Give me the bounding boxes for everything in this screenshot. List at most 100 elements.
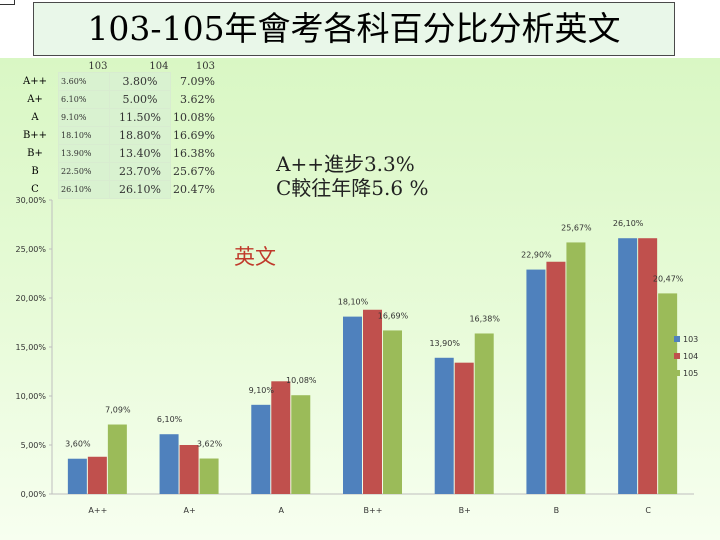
cell-104: 11.50% <box>109 108 171 127</box>
row-label: B+ <box>27 148 43 159</box>
bar <box>434 357 454 494</box>
data-label: 25,67% <box>561 223 592 232</box>
cell-104: 3.80% <box>109 72 171 91</box>
data-label: 22,90% <box>521 251 552 260</box>
legend-swatch <box>674 336 680 342</box>
table-row: A++ 3.60% 3.80% 7.09% <box>12 72 217 91</box>
cell-104: 5.00% <box>109 90 171 109</box>
bar <box>159 434 179 494</box>
table-header-3: 103 <box>195 60 215 72</box>
note-line-decline: C較往年降5.6 % <box>276 176 429 200</box>
data-table: 103 104 103 A++ 3.60% 3.80% 7.09% A+ 6.1… <box>12 60 217 199</box>
data-label: 7,09% <box>105 406 131 415</box>
bar <box>271 381 291 494</box>
cell-105: 16.38% <box>169 144 217 163</box>
data-label: 3,62% <box>197 440 223 449</box>
data-label: 3,60% <box>65 440 91 449</box>
x-tick-label: A+ <box>183 506 195 515</box>
cell-103: 13.90% <box>58 144 110 163</box>
legend-label: 103 <box>683 335 698 344</box>
page-title: 103-105年會考各科百分比分析英文 <box>87 9 621 48</box>
row-label: B++ <box>22 130 48 141</box>
data-label: 26,10% <box>613 219 644 228</box>
row-label: A <box>31 112 39 123</box>
legend-label: 104 <box>683 352 698 361</box>
row-label: C <box>31 184 39 195</box>
cell-104: 26.10% <box>109 180 171 199</box>
table-row: A 9.10% 11.50% 10.08% <box>12 108 217 127</box>
cell-103: 9.10% <box>58 108 110 127</box>
x-tick-label: B++ <box>364 506 383 515</box>
data-label: 6,10% <box>157 415 183 424</box>
cell-105: 20.47% <box>169 180 217 199</box>
bar <box>67 458 87 494</box>
y-tick-label: 5,00% <box>21 441 47 450</box>
x-tick-label: A <box>279 506 285 515</box>
bar <box>179 445 199 494</box>
y-tick-label: 10,00% <box>15 392 46 401</box>
table-header-row: 103 104 103 <box>12 60 217 73</box>
data-label: 18,10% <box>338 298 369 307</box>
cell-105: 10.08% <box>169 108 217 127</box>
cell-104: 13.40% <box>109 144 171 163</box>
bar <box>658 293 678 494</box>
y-tick-label: 25,00% <box>15 245 46 254</box>
bar <box>251 404 271 494</box>
window-corner <box>0 0 15 5</box>
cell-103: 26.10% <box>58 180 110 199</box>
table-row: B++ 18.10% 18.80% 16.69% <box>12 126 217 145</box>
y-tick-label: 30,00% <box>15 196 46 205</box>
table-header-blank <box>12 60 59 73</box>
legend-swatch <box>674 353 680 359</box>
legend-label: 105 <box>683 369 698 378</box>
title-banner: 103-105年會考各科百分比分析英文 <box>33 2 675 56</box>
bar <box>87 456 107 494</box>
chart-title: 英文 <box>234 245 276 269</box>
y-tick-label: 15,00% <box>15 343 46 352</box>
bar <box>546 261 566 494</box>
summary-note: A++進步3.3% C較往年降5.6 % <box>276 152 428 200</box>
table-row: A+ 6.10% 5.00% 3.62% <box>12 90 217 109</box>
data-label: 20,47% <box>653 274 684 283</box>
x-tick-label: C <box>645 506 651 515</box>
data-label: 10,08% <box>286 376 317 385</box>
bar <box>618 238 638 494</box>
legend-swatch <box>674 370 680 376</box>
cell-105: 7.09% <box>169 72 217 91</box>
cell-103: 18.10% <box>58 126 110 145</box>
bar <box>638 238 658 494</box>
x-tick-label: A++ <box>88 506 107 515</box>
bar <box>199 458 219 494</box>
bar <box>343 316 362 494</box>
bar <box>474 333 494 494</box>
bar <box>526 269 546 494</box>
x-tick-label: B+ <box>459 506 471 515</box>
note-line-improvement: A++進步3.3% <box>276 152 415 176</box>
bar <box>363 309 382 494</box>
bar <box>107 424 127 494</box>
cell-105: 16.69% <box>169 126 217 145</box>
y-tick-label: 0,00% <box>21 490 47 499</box>
data-label: 13,90% <box>429 339 460 348</box>
cell-105: 3.62% <box>169 90 217 109</box>
row-label: A++ <box>23 76 47 87</box>
cell-105: 25.67% <box>169 162 217 181</box>
table-header-2: 104 <box>149 60 169 72</box>
row-label: A+ <box>27 94 43 105</box>
table-header-1: 103 <box>88 60 108 72</box>
table-row: C 26.10% 26.10% 20.47% <box>12 180 217 199</box>
cell-104: 18.80% <box>109 126 171 145</box>
bar <box>566 242 586 494</box>
data-label: 16,38% <box>469 314 500 323</box>
cell-104: 23.70% <box>109 162 171 181</box>
cell-103: 3.60% <box>58 72 110 91</box>
table-row: B+ 13.90% 13.40% 16.38% <box>12 144 217 163</box>
data-label: 16,69% <box>378 311 409 320</box>
bar <box>383 330 402 494</box>
cell-103: 6.10% <box>58 90 110 109</box>
row-label: B <box>31 166 39 177</box>
table-row: B 22.50% 23.70% 25.67% <box>12 162 217 181</box>
x-tick-label: B <box>554 506 560 515</box>
data-label: 9,10% <box>249 386 275 395</box>
cell-103: 22.50% <box>58 162 110 181</box>
